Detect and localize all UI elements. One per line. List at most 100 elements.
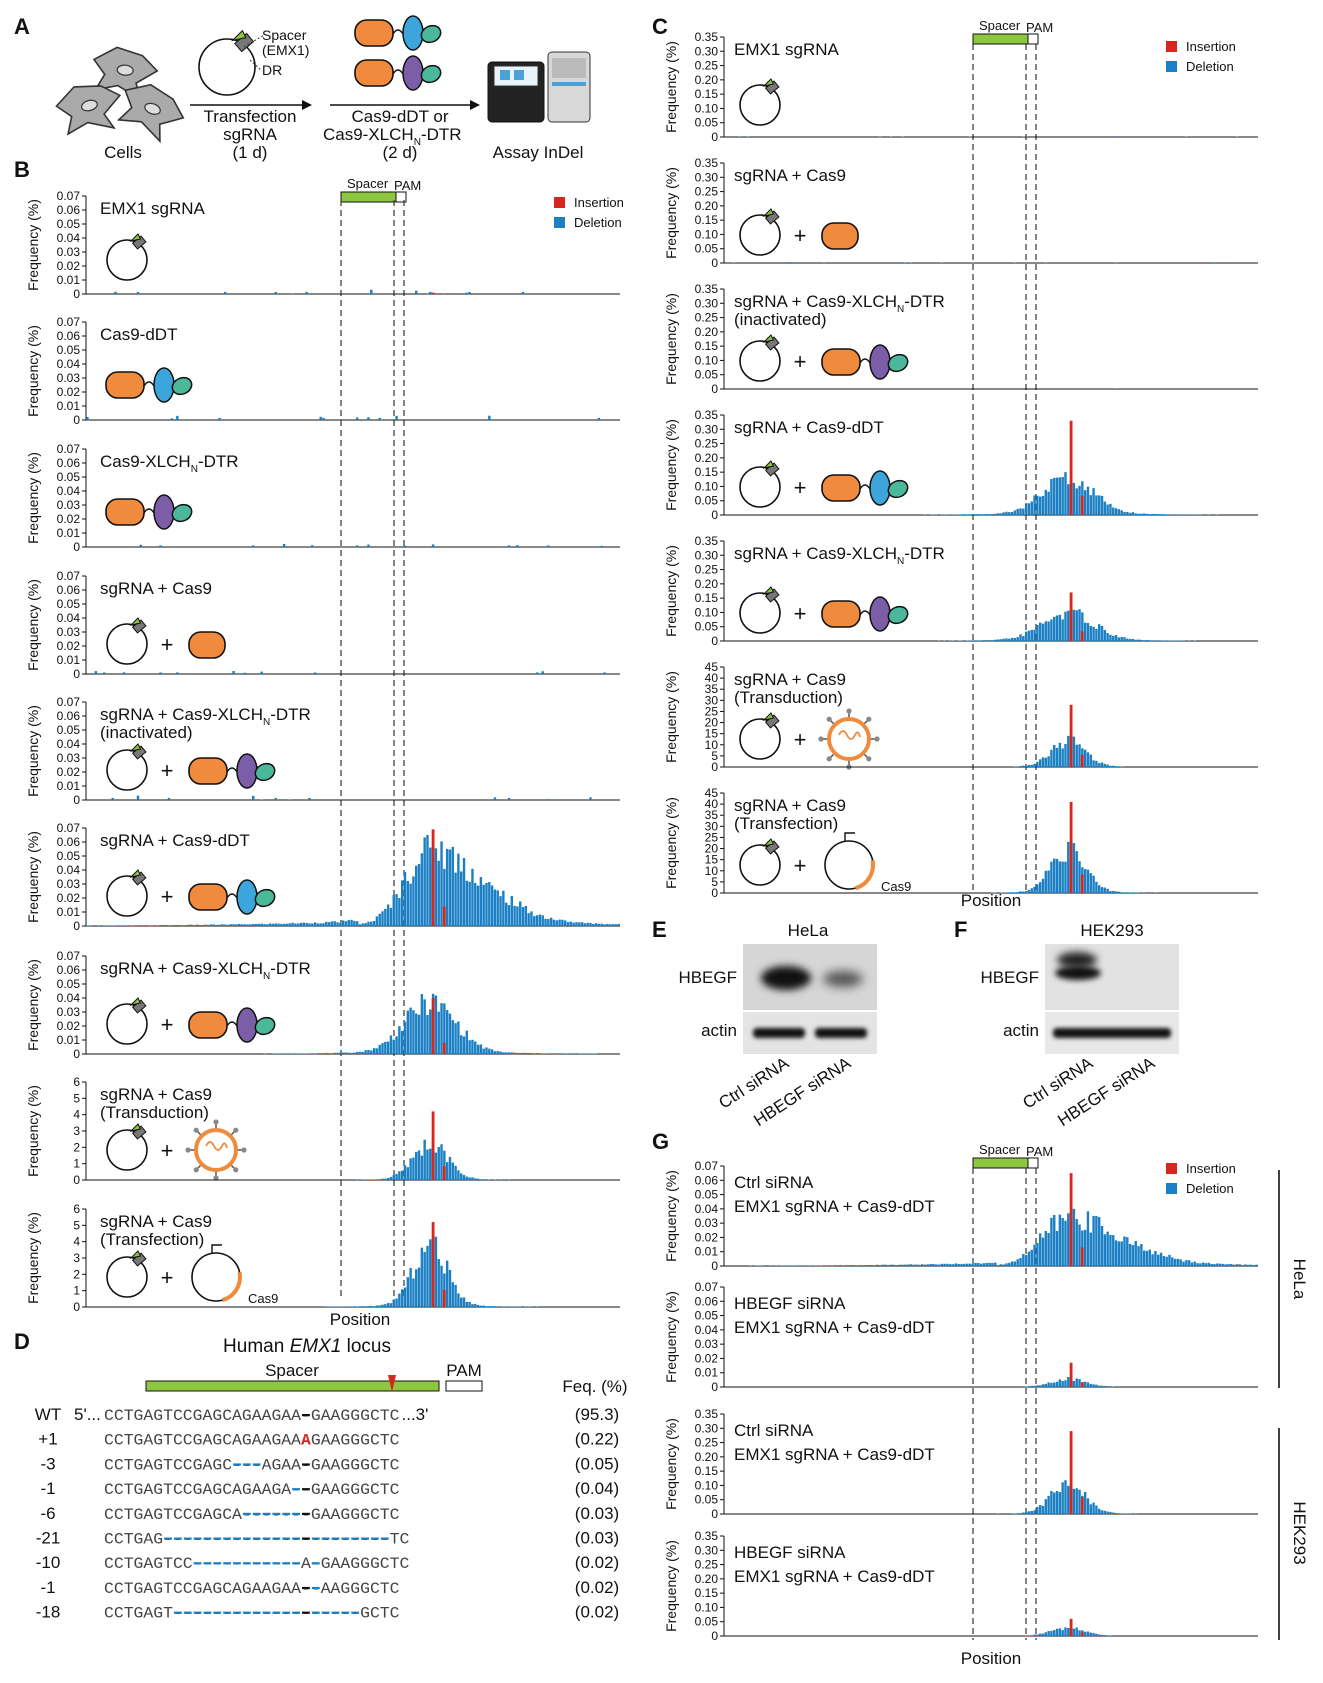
deletion-bar <box>482 1179 485 1180</box>
deletion-bar <box>774 1265 778 1266</box>
deletion-dash <box>292 1512 300 1515</box>
deletion-bar <box>875 1264 879 1266</box>
deletion-bar <box>468 1301 471 1307</box>
deletion-dash <box>282 1611 291 1614</box>
deletion-bar <box>429 847 432 926</box>
deletion-bar <box>1117 891 1121 893</box>
deletion-bar <box>392 1175 395 1180</box>
assay-indel-label: Assay InDel <box>493 143 584 162</box>
chart-c-subtitle: (inactivated) <box>734 310 827 329</box>
deletion-bar <box>395 1036 398 1054</box>
deletion-bar <box>541 671 544 674</box>
deletion-bar <box>218 924 221 926</box>
deletion-bar <box>291 293 294 294</box>
deletion-bar <box>519 1052 522 1054</box>
deletion-bar <box>454 872 457 926</box>
deletion-bar <box>1027 1511 1031 1514</box>
deletion-bar <box>845 1265 848 1266</box>
deletion-bar <box>423 999 426 1054</box>
deletion-bar <box>1112 507 1115 515</box>
deletion-bar <box>403 545 407 547</box>
deletion-bar <box>207 924 210 926</box>
deletion-bar <box>949 514 952 515</box>
deletion-bar <box>465 292 469 294</box>
deletion-bar <box>398 1293 401 1307</box>
western-blot-hek-actin <box>1045 1012 1179 1054</box>
spacer-block <box>762 78 775 87</box>
y-axis-label: Frequency (%) <box>663 419 679 511</box>
deletion-bar <box>1227 1264 1230 1266</box>
deletion-bar <box>350 1052 353 1054</box>
screen-icon <box>514 70 524 80</box>
deletion-bar <box>1016 1259 1019 1266</box>
deletion-bar <box>614 924 617 926</box>
western-blot-hela-actin <box>743 1012 877 1054</box>
deletion-bar <box>1038 1505 1042 1514</box>
deletion-bar <box>347 1306 350 1307</box>
insertion-bar <box>1069 801 1073 893</box>
deletion-bar <box>429 291 432 294</box>
deletion-bar <box>901 1264 904 1266</box>
deletion-legend-label: Deletion <box>574 215 622 230</box>
chart-g-title: HBEGF siRNA <box>734 1543 846 1562</box>
deletion-bar <box>1134 1240 1137 1266</box>
deletion-dash <box>321 1611 330 1614</box>
deletion-bar <box>912 1264 915 1266</box>
deletion-bar <box>1117 1241 1121 1266</box>
deletion-bar <box>856 1265 859 1266</box>
chart-b-subtitle: (Transfection) <box>100 1230 204 1249</box>
deletion-bar <box>496 890 499 926</box>
y-tick-label: 0 <box>711 1259 718 1273</box>
deletion-bar <box>454 1165 457 1180</box>
deletion-bar <box>549 917 553 926</box>
y-tick-label: 0 <box>73 413 80 427</box>
deletion-bar <box>153 925 157 926</box>
deletion-bar <box>1061 477 1064 515</box>
deletion-bar <box>1067 1485 1070 1514</box>
deletion-bar <box>252 923 255 926</box>
y-tick-label: 0.05 <box>695 368 719 382</box>
deletion-bar <box>474 1178 477 1180</box>
deletion-bar <box>313 922 317 926</box>
deletion-bar <box>344 1306 348 1307</box>
virus-spike-tip <box>193 1127 199 1133</box>
deletion-bar <box>1083 1491 1087 1514</box>
deletion-bar <box>1075 744 1078 767</box>
deletion-bar <box>1238 1264 1241 1266</box>
deletion-bar <box>471 868 474 926</box>
deletion-bar <box>572 922 575 926</box>
deletion-bar <box>977 640 980 641</box>
y-tick-label: 0.03 <box>57 371 81 385</box>
deletion-dash <box>183 1611 192 1614</box>
deletion-bar <box>1083 1631 1087 1636</box>
deletion-bar <box>1055 477 1059 515</box>
deletion-bar <box>521 907 525 926</box>
deletion-bar <box>513 905 516 926</box>
virus-spike-tip <box>213 1119 219 1125</box>
deletion-bar <box>1137 639 1140 641</box>
deletion-dash <box>262 1611 271 1614</box>
y-tick-label: 0.20 <box>695 1450 719 1464</box>
deletion-bar <box>1027 503 1031 515</box>
deletion-bar <box>1022 765 1025 767</box>
y-tick-label: 0.05 <box>695 1493 719 1507</box>
deletion-dash <box>311 1586 320 1590</box>
deletion-bar <box>558 1053 561 1054</box>
deletion-bar <box>1019 634 1022 641</box>
chart-b-title: sgRNA + Cas9 <box>100 1085 212 1104</box>
plasmid-circle <box>739 466 781 508</box>
insertion-bar <box>431 292 435 294</box>
deletion-bar <box>1036 1385 1039 1387</box>
deletion-bar <box>1016 1513 1019 1514</box>
deletion-bar <box>538 914 542 926</box>
chart-c-subtitle: (Transduction) <box>734 688 843 707</box>
deletion-bar <box>946 1263 949 1266</box>
cell-icon <box>116 83 185 144</box>
deletion-bar <box>527 913 530 926</box>
indel-frequency: (95.3) <box>575 1405 619 1424</box>
deletion-bar <box>552 919 556 926</box>
deletion-bar <box>294 1053 297 1054</box>
y-tick-label: 35 <box>705 808 719 822</box>
cas9-protein-icon <box>821 348 861 376</box>
